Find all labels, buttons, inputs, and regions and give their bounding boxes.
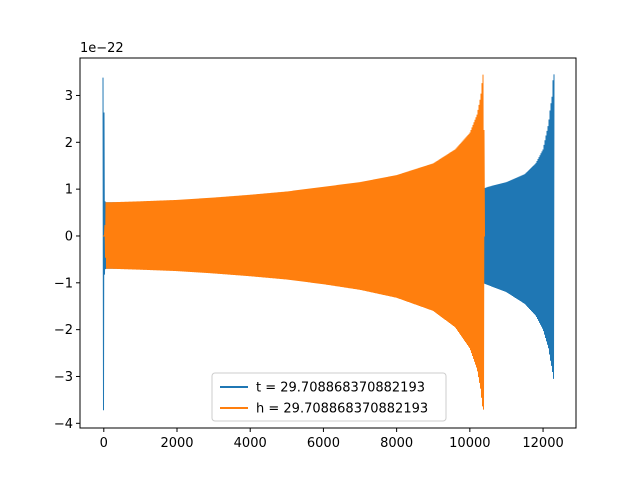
x-tick-label: 10000: [449, 436, 490, 451]
y-tick-label: −1: [54, 276, 73, 291]
y-tick-label: −4: [54, 417, 73, 432]
y-tick-label: 1: [65, 183, 73, 198]
y-offset-text: 1e−22: [80, 41, 124, 56]
axis-ticks: 0 2000 4000 6000 8000 10000 12000 −4 −3 −2 −1 0 1 2 3: [54, 89, 564, 451]
legend-label-2: h = 29.708868370882193: [256, 402, 428, 417]
x-tick-label: 4000: [234, 436, 267, 451]
x-tick-label: 12000: [522, 436, 563, 451]
axes-frame: [79, 57, 577, 429]
x-tick-label: 0: [100, 436, 108, 451]
legend-box: [211, 372, 447, 422]
x-tick-label: 6000: [307, 436, 340, 451]
x-tick-label: 2000: [160, 436, 193, 451]
y-tick-label: −3: [54, 370, 73, 385]
plot-area: [102, 74, 555, 411]
y-tick-label: 0: [65, 229, 73, 244]
x-tick-label: 8000: [380, 436, 413, 451]
legend-label-1: t = 29.708868370882193: [256, 381, 425, 396]
y-tick-label: 2: [65, 136, 73, 151]
legend: t = 29.708868370882193 h = 29.70886837088…: [211, 372, 447, 422]
y-tick-label: −2: [54, 323, 73, 338]
y-tick-label: 3: [65, 89, 73, 104]
series-line-2: [103, 74, 485, 410]
